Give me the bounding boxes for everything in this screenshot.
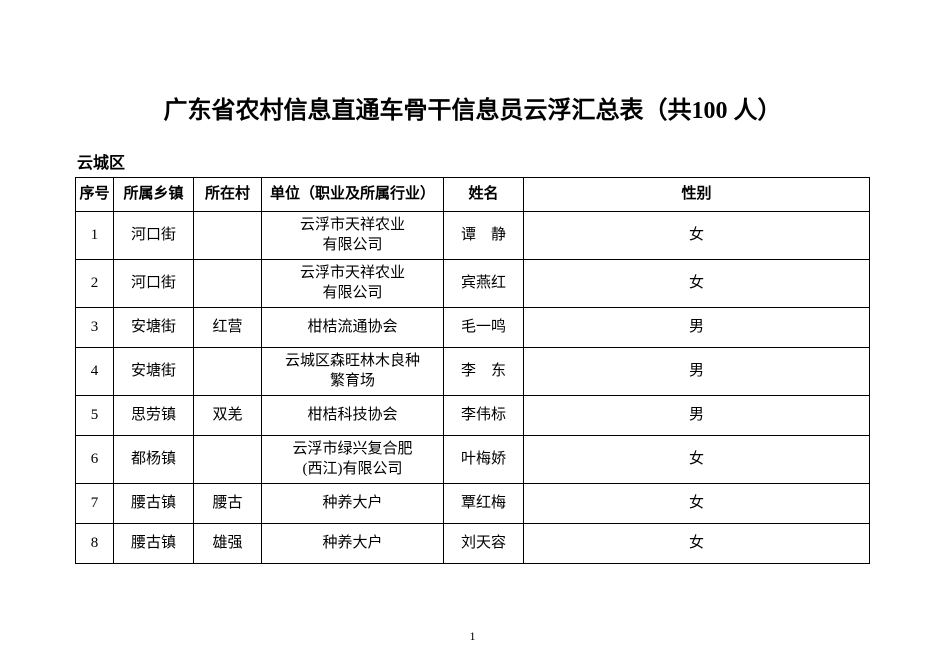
cell-town: 安塘街	[114, 308, 194, 348]
cell-gender: 男	[524, 348, 870, 396]
cell-gender: 女	[524, 484, 870, 524]
cell-town: 都杨镇	[114, 436, 194, 484]
table-row: 5 思劳镇 双羌 柑桔科技协会 李伟标 男	[76, 396, 870, 436]
cell-village: 双羌	[194, 396, 262, 436]
cell-name: 李伟标	[444, 396, 524, 436]
table-row: 6 都杨镇 云浮市绿兴复合肥(西江)有限公司 叶梅娇 女	[76, 436, 870, 484]
header-name: 姓名	[444, 178, 524, 212]
cell-name: 刘天容	[444, 524, 524, 564]
cell-town: 腰古镇	[114, 524, 194, 564]
cell-gender: 男	[524, 308, 870, 348]
cell-village: 腰古	[194, 484, 262, 524]
cell-gender: 男	[524, 396, 870, 436]
header-village: 所在村	[194, 178, 262, 212]
cell-village: 雄强	[194, 524, 262, 564]
cell-org: 云浮市天祥农业有限公司	[262, 260, 444, 308]
cell-name: 毛一鸣	[444, 308, 524, 348]
page-title: 广东省农村信息直通车骨干信息员云浮汇总表（共100 人）	[75, 90, 870, 125]
cell-org: 云城区森旺林木良种繁育场	[262, 348, 444, 396]
cell-org: 种养大户	[262, 484, 444, 524]
table-header-row: 序号 所属乡镇 所在村 单位（职业及所属行业） 姓名 性别	[76, 178, 870, 212]
table-body: 1 河口街 云浮市天祥农业有限公司 谭 静 女 2 河口街 云浮市天祥农业有限公…	[76, 212, 870, 564]
cell-org: 柑桔科技协会	[262, 396, 444, 436]
cell-town: 河口街	[114, 212, 194, 260]
cell-seq: 2	[76, 260, 114, 308]
cell-name: 李 东	[444, 348, 524, 396]
cell-seq: 7	[76, 484, 114, 524]
region-label: 云城区	[77, 149, 870, 173]
cell-village: 红营	[194, 308, 262, 348]
cell-org: 云浮市绿兴复合肥(西江)有限公司	[262, 436, 444, 484]
cell-seq: 8	[76, 524, 114, 564]
cell-gender: 女	[524, 212, 870, 260]
page-number: 1	[0, 629, 945, 644]
cell-org: 柑桔流通协会	[262, 308, 444, 348]
table-row: 3 安塘街 红营 柑桔流通协会 毛一鸣 男	[76, 308, 870, 348]
cell-org: 云浮市天祥农业有限公司	[262, 212, 444, 260]
header-seq: 序号	[76, 178, 114, 212]
cell-town: 河口街	[114, 260, 194, 308]
cell-village	[194, 260, 262, 308]
cell-village	[194, 436, 262, 484]
header-town: 所属乡镇	[114, 178, 194, 212]
cell-town: 腰古镇	[114, 484, 194, 524]
cell-village	[194, 348, 262, 396]
cell-seq: 5	[76, 396, 114, 436]
table-row: 2 河口街 云浮市天祥农业有限公司 宾燕红 女	[76, 260, 870, 308]
cell-name: 覃红梅	[444, 484, 524, 524]
table-row: 4 安塘街 云城区森旺林木良种繁育场 李 东 男	[76, 348, 870, 396]
table-row: 8 腰古镇 雄强 种养大户 刘天容 女	[76, 524, 870, 564]
cell-town: 思劳镇	[114, 396, 194, 436]
data-table: 序号 所属乡镇 所在村 单位（职业及所属行业） 姓名 性别 1 河口街 云浮市天…	[75, 177, 870, 564]
cell-gender: 女	[524, 524, 870, 564]
table-row: 7 腰古镇 腰古 种养大户 覃红梅 女	[76, 484, 870, 524]
table-row: 1 河口街 云浮市天祥农业有限公司 谭 静 女	[76, 212, 870, 260]
cell-seq: 6	[76, 436, 114, 484]
header-org: 单位（职业及所属行业）	[262, 178, 444, 212]
cell-gender: 女	[524, 260, 870, 308]
cell-org: 种养大户	[262, 524, 444, 564]
cell-name: 宾燕红	[444, 260, 524, 308]
cell-seq: 3	[76, 308, 114, 348]
header-gender: 性别	[524, 178, 870, 212]
cell-gender: 女	[524, 436, 870, 484]
cell-village	[194, 212, 262, 260]
cell-town: 安塘街	[114, 348, 194, 396]
cell-name: 谭 静	[444, 212, 524, 260]
cell-seq: 4	[76, 348, 114, 396]
cell-name: 叶梅娇	[444, 436, 524, 484]
cell-seq: 1	[76, 212, 114, 260]
